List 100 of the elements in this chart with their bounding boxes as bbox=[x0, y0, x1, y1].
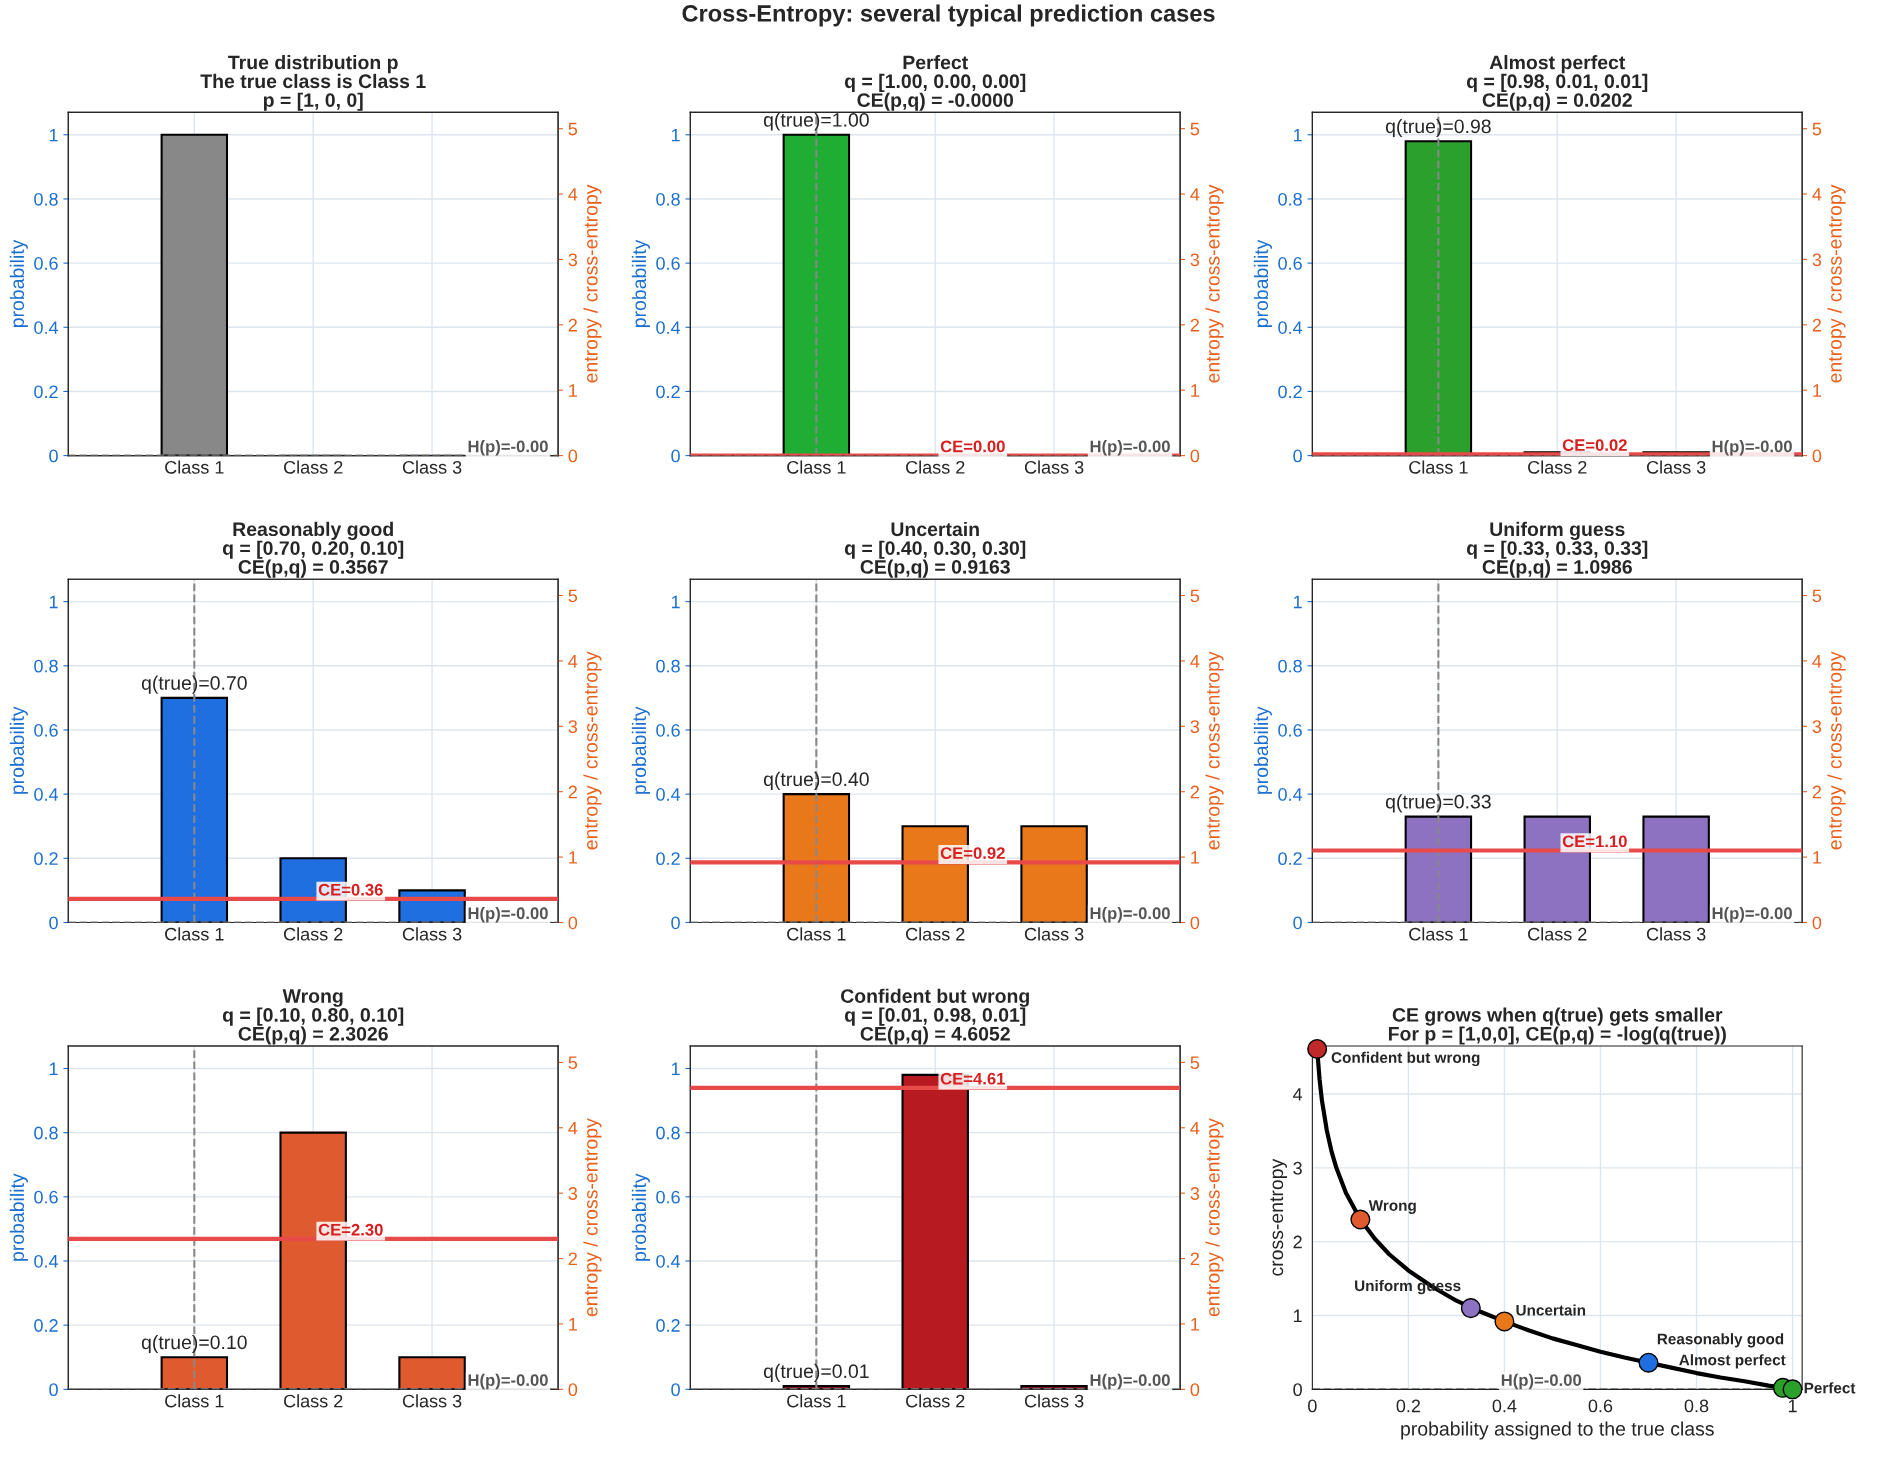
y-tick-label: 0.4 bbox=[656, 321, 681, 334]
y-tick-label: 0.6 bbox=[656, 723, 680, 737]
y2-tick-label: 4 bbox=[1812, 188, 1822, 201]
y2-tick-label: 5 bbox=[1812, 122, 1822, 136]
x-tick-label: Class 2 bbox=[1528, 460, 1587, 474]
y2-tick-label: 2 bbox=[1812, 785, 1822, 799]
y-tick-label: 0.2 bbox=[34, 385, 58, 399]
y-tick-label: 0.6 bbox=[34, 257, 58, 270]
ref-line-label: H(p)=-0.00 bbox=[1090, 906, 1170, 923]
series-label: Almost perfect bbox=[1679, 1354, 1786, 1369]
y2-tick-label: 1 bbox=[569, 851, 577, 864]
y2-tick-label: 3 bbox=[1812, 253, 1822, 267]
y2-tick-label: 2 bbox=[1812, 318, 1822, 332]
y-tick-label: 0.2 bbox=[1278, 385, 1302, 399]
y2-tick-label: 4 bbox=[1190, 1121, 1200, 1135]
y-axis-title: probability bbox=[9, 239, 28, 328]
x-tick-label: Class 3 bbox=[1646, 460, 1706, 474]
x-tick-label: Class 3 bbox=[402, 1394, 462, 1408]
x-tick-label: Class 3 bbox=[1024, 460, 1084, 474]
y2-tick-label: 3 bbox=[568, 253, 578, 267]
y2-tick-label: 5 bbox=[1190, 122, 1200, 136]
y-tick-label: 1 bbox=[1293, 128, 1302, 142]
chart-title: True distribution p The true class is Class 1 p = [1, 0, 0] bbox=[200, 55, 426, 111]
y-axis-title: probability bbox=[1253, 706, 1272, 794]
y2-axis-title: entropy / cross-entropy bbox=[1205, 184, 1224, 383]
y-tick-label: 1 bbox=[1293, 1309, 1302, 1323]
y2-tick-label: 0 bbox=[1190, 916, 1200, 930]
y-tick-label: 0.6 bbox=[656, 1190, 680, 1204]
y2-tick-label: 4 bbox=[1190, 188, 1200, 201]
ref-line-label: H(p)=-0.00 bbox=[468, 440, 548, 456]
ref-line-label: CE=1.10 bbox=[1562, 835, 1627, 848]
y-tick-label: 0 bbox=[49, 1383, 58, 1397]
y2-axis-title: entropy / cross-entropy bbox=[1827, 651, 1846, 850]
y-tick-label: 0 bbox=[1293, 916, 1302, 930]
annotation: q(true)=1.00 bbox=[763, 112, 869, 131]
series-label: Perfect bbox=[1804, 1382, 1856, 1394]
y2-tick-label: 3 bbox=[568, 720, 578, 734]
chart-title: Confident but wrong q = [0.01, 0.98, 0.01] CE(p,q) = 4.6052 bbox=[840, 988, 1029, 1045]
x-axis-title: probability assigned to the true class bbox=[1401, 1421, 1714, 1440]
y2-axis-title: entropy / cross-entropy bbox=[1205, 1118, 1224, 1317]
x-tick-label: Class 1 bbox=[165, 927, 224, 941]
y2-tick-label: 5 bbox=[568, 1056, 578, 1070]
y-tick-label: 0 bbox=[49, 449, 58, 463]
x-tick-label: 1 bbox=[1788, 1399, 1797, 1413]
x-tick-label: Class 3 bbox=[402, 460, 462, 474]
y2-axis-title: entropy / cross-entropy bbox=[583, 184, 602, 383]
x-tick-label: Class 2 bbox=[906, 460, 965, 474]
y2-tick-label: 1 bbox=[569, 384, 577, 397]
x-tick-label: Class 1 bbox=[787, 927, 846, 941]
y2-tick-label: 3 bbox=[1190, 720, 1200, 734]
y-tick-label: 0.4 bbox=[34, 1254, 59, 1268]
x-tick-label: Class 1 bbox=[1409, 927, 1468, 941]
y-axis-title: probability bbox=[631, 239, 650, 328]
y-tick-label: 3 bbox=[1293, 1161, 1302, 1175]
y-tick-label: 0.6 bbox=[34, 723, 58, 737]
y2-tick-label: 4 bbox=[568, 655, 578, 668]
y-tick-label: 0.6 bbox=[656, 257, 680, 270]
ref-line-label: CE=2.30 bbox=[318, 1223, 383, 1236]
y2-tick-label: 1 bbox=[1191, 384, 1199, 397]
series-label: Uncertain bbox=[1516, 1304, 1586, 1316]
y-axis-title: cross-entropy bbox=[1270, 1158, 1288, 1276]
y-tick-label: 0 bbox=[671, 1383, 680, 1397]
x-tick-label: 0.2 bbox=[1396, 1399, 1421, 1413]
chart-title: Perfect q = [1.00, 0.00, 0.00] CE(p,q) = -0.0000 bbox=[844, 55, 1026, 111]
ref-line-label: CE=0.00 bbox=[940, 440, 1005, 453]
y-tick-label: 0.6 bbox=[1278, 257, 1302, 270]
ref-line-label: CE=0.36 bbox=[318, 883, 383, 896]
y2-tick-label: 5 bbox=[1812, 589, 1822, 603]
x-tick-label: Class 2 bbox=[284, 1394, 343, 1408]
y2-tick-label: 2 bbox=[1190, 1252, 1199, 1266]
y2-tick-label: 0 bbox=[1190, 1383, 1200, 1397]
series-label: Wrong bbox=[1368, 1200, 1416, 1214]
x-tick-label: Class 2 bbox=[906, 927, 965, 941]
chart-title: CE grows when q(true) gets smaller For p = [1,0,0], CE(p,q) = -log(q(true)) bbox=[1388, 1007, 1726, 1045]
y2-tick-label: 5 bbox=[568, 589, 578, 603]
series-label: Reasonably good bbox=[1657, 1333, 1784, 1348]
y-tick-label: 0 bbox=[671, 916, 680, 930]
y-axis-title: probability bbox=[631, 1173, 650, 1261]
y-tick-label: 0.4 bbox=[1278, 788, 1303, 801]
y2-axis-title: entropy / cross-entropy bbox=[583, 651, 602, 850]
x-tick-label: Class 3 bbox=[402, 927, 462, 941]
y-axis-title: probability bbox=[9, 1173, 28, 1261]
y2-tick-label: 0 bbox=[1812, 916, 1822, 930]
y-tick-label: 1 bbox=[671, 128, 680, 142]
y2-axis-title: entropy / cross-entropy bbox=[1827, 184, 1846, 383]
ref-line-label: CE=0.92 bbox=[940, 847, 1005, 860]
x-tick-label: 0.8 bbox=[1684, 1399, 1709, 1413]
y-tick-label: 0.8 bbox=[34, 1126, 58, 1140]
y-tick-label: 0.2 bbox=[34, 1319, 58, 1332]
y2-tick-label: 5 bbox=[568, 122, 578, 136]
x-tick-label: 0 bbox=[1308, 1399, 1317, 1413]
chart-title: Almost perfect q = [0.98, 0.01, 0.01] CE(p,q) = 0.0202 bbox=[1467, 55, 1648, 111]
y2-tick-label: 4 bbox=[1190, 655, 1200, 668]
y2-tick-label: 5 bbox=[1190, 1056, 1200, 1070]
y2-tick-label: 1 bbox=[1813, 384, 1822, 397]
x-tick-label: Class 2 bbox=[284, 460, 343, 474]
x-tick-label: Class 1 bbox=[165, 1394, 224, 1408]
y-tick-label: 0.8 bbox=[1278, 192, 1302, 206]
y2-tick-label: 0 bbox=[568, 1383, 578, 1397]
y2-tick-label: 0 bbox=[568, 916, 578, 930]
